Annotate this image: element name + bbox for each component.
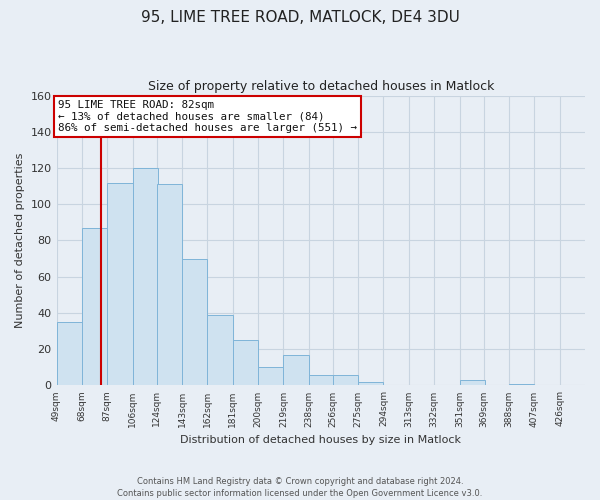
Bar [133, 168, 158, 386]
Bar [208, 315, 233, 386]
Bar [460, 380, 485, 386]
Bar [358, 382, 383, 386]
Bar [157, 184, 182, 386]
Title: Size of property relative to detached houses in Matlock: Size of property relative to detached ho… [148, 80, 494, 93]
Text: Contains HM Land Registry data © Crown copyright and database right 2024.
Contai: Contains HM Land Registry data © Crown c… [118, 476, 482, 498]
Bar [333, 374, 358, 386]
Bar [82, 228, 107, 386]
Bar [509, 384, 534, 386]
Bar [309, 374, 334, 386]
Text: 95 LIME TREE ROAD: 82sqm
← 13% of detached houses are smaller (84)
86% of semi-d: 95 LIME TREE ROAD: 82sqm ← 13% of detach… [58, 100, 357, 133]
Y-axis label: Number of detached properties: Number of detached properties [15, 153, 25, 328]
Bar [56, 322, 82, 386]
X-axis label: Distribution of detached houses by size in Matlock: Distribution of detached houses by size … [180, 435, 461, 445]
Bar [233, 340, 258, 386]
Bar [107, 182, 133, 386]
Bar [258, 368, 283, 386]
Bar [283, 354, 309, 386]
Text: 95, LIME TREE ROAD, MATLOCK, DE4 3DU: 95, LIME TREE ROAD, MATLOCK, DE4 3DU [140, 10, 460, 25]
Bar [182, 258, 208, 386]
